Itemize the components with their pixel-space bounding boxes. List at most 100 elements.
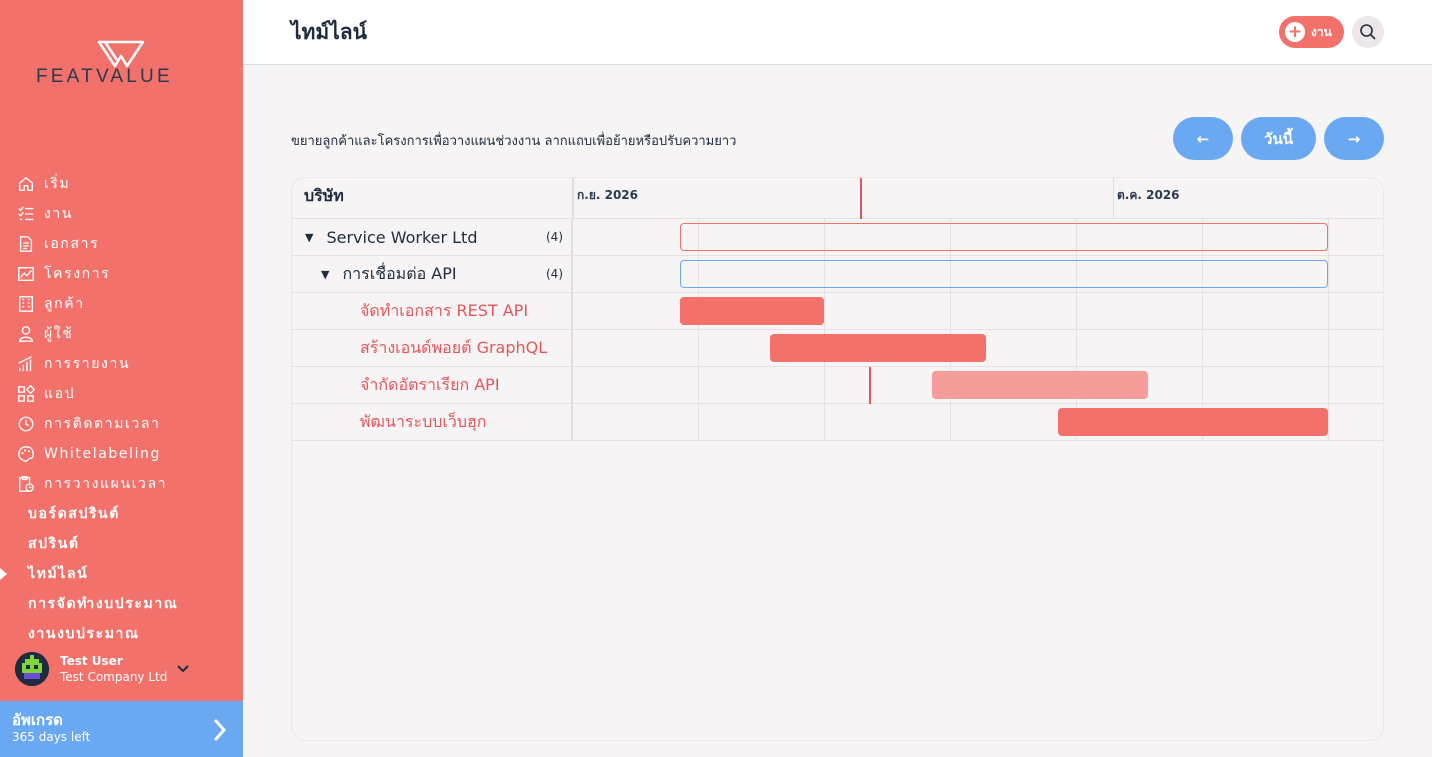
today-button[interactable]: วันนี้ (1241, 117, 1316, 160)
add-task-label: งาน (1311, 24, 1332, 39)
today-line (869, 367, 871, 404)
sidebar-subitem-label: ไทม์ไลน์ (28, 566, 89, 582)
month-divider (1113, 178, 1114, 219)
gantt-row: สร้างเอนด์พอยต์ GraphQL (292, 330, 1383, 367)
task-name: จำกัดอัตราเรียก API (360, 374, 500, 394)
project-name: การเชื่อมต่อ API (342, 263, 457, 283)
chevron-down-icon[interactable] (175, 661, 191, 677)
upgrade-banner[interactable]: อัพเกรด 365 days left (0, 701, 243, 757)
grid-line (1328, 256, 1329, 293)
sidebar-item-label: การติดตามเวลา (44, 416, 161, 432)
tasks-icon (16, 204, 36, 224)
client-row-label[interactable]: ▼ Service Worker Ltd (4) (292, 219, 573, 255)
task-row-label[interactable]: สร้างเอนด์พอยต์ GraphQL (292, 330, 573, 366)
sidebar-subitem-sprint-board[interactable]: บอร์ดสปรินต์ (0, 499, 243, 529)
today-marker (860, 178, 862, 219)
task-row-label[interactable]: จัดทำเอกสาร REST API (292, 293, 573, 329)
gantt-header: บริษัท ก.ย. 2026 ต.ค. 2026 (292, 178, 1383, 219)
grid-line (1202, 219, 1203, 256)
task-name: จัดทำเอกสาร REST API (360, 300, 529, 320)
featvalue-logo[interactable]: FEATVALUE (36, 40, 211, 90)
task-row-label[interactable]: พัฒนาระบบเว็บฮุก (292, 404, 573, 440)
sidebar-item-label: แอป (44, 386, 76, 402)
grid-line (698, 256, 699, 293)
grid-line (1328, 404, 1329, 441)
sidebar: FEATVALUE เริ่ม งาน เอกสาร โครงการ ลูกค้… (0, 0, 243, 757)
grid-line (1076, 330, 1077, 367)
sidebar-subitem-label: การจัดทำงบประมาณ (28, 596, 179, 612)
task-bar[interactable] (932, 371, 1148, 399)
task-row-label[interactable]: จำกัดอัตราเรียก API (292, 367, 573, 403)
month-label: ก.ย. 2026 (577, 188, 638, 202)
sidebar-subitem-label: งานงบประมาณ (28, 626, 140, 642)
grid-line (1328, 367, 1329, 404)
sidebar-subitem-sprints[interactable]: สปรินต์ (0, 529, 243, 559)
sidebar-item-whitelabeling[interactable]: Whitelabeling (0, 439, 243, 469)
add-task-button[interactable]: + งาน (1279, 16, 1344, 48)
grid-line (1076, 293, 1077, 330)
logo-text: FEATVALUE (36, 66, 173, 87)
search-button[interactable] (1352, 16, 1384, 48)
sidebar-item-time-planning[interactable]: การวางแผนเวลา (0, 469, 243, 499)
client-span-bar[interactable] (680, 223, 1328, 251)
sidebar-item-label: ผู้ใช้ (44, 326, 74, 342)
sidebar-item-label: เอกสาร (44, 236, 100, 252)
sidebar-item-users[interactable]: ผู้ใช้ (0, 319, 243, 349)
task-bar[interactable] (680, 297, 824, 325)
sidebar-item-label: ลูกค้า (44, 296, 85, 312)
palette-icon (16, 444, 36, 464)
grid-line (1076, 256, 1077, 293)
sidebar-item-label: เริ่ม (44, 176, 71, 192)
row-count: (4) (546, 230, 563, 244)
sidebar-item-time-tracking[interactable]: การติดตามเวลา (0, 409, 243, 439)
upgrade-title: อัพเกรด (12, 711, 63, 729)
user-company: Test Company Ltd (60, 670, 168, 684)
grid-line (950, 256, 951, 293)
home-icon (16, 174, 36, 194)
task-bar[interactable] (770, 334, 986, 362)
project-row-label[interactable]: ▼ การเชื่อมต่อ API (4) (292, 256, 573, 292)
sidebar-subitem-budget-tasks[interactable]: งานงบประมาณ (0, 619, 243, 649)
grid-line (950, 404, 951, 441)
grid-line (1328, 219, 1329, 256)
grid-line (1202, 330, 1203, 367)
collapse-triangle-icon[interactable]: ▼ (305, 230, 314, 244)
month-divider (573, 178, 574, 219)
main-nav: เริ่ม งาน เอกสาร โครงการ ลูกค้า ผู้ใช้ ก… (0, 169, 243, 649)
chart-icon (16, 354, 36, 374)
sidebar-item-label: โครงการ (44, 266, 111, 282)
timeline-description: ขยายลูกค้าและโครงการเพื่อวางแผนช่วงงาน ล… (291, 134, 737, 149)
grid-line (1328, 293, 1329, 330)
sidebar-subitem-budgeting[interactable]: การจัดทำงบประมาณ (0, 589, 243, 619)
search-icon (1360, 24, 1376, 40)
gantt-row: ▼ Service Worker Ltd (4) (292, 219, 1383, 256)
user-icon (16, 324, 36, 344)
user-name: Test User (60, 654, 123, 668)
sidebar-item-start[interactable]: เริ่ม (0, 169, 243, 199)
user-menu[interactable]: Test User Test Company Ltd (15, 651, 230, 687)
building-icon (16, 294, 36, 314)
project-span-bar[interactable] (680, 260, 1328, 288)
task-name: สร้างเอนด์พอยต์ GraphQL (360, 337, 548, 357)
task-bar[interactable] (1058, 408, 1328, 436)
sidebar-item-documents[interactable]: เอกสาร (0, 229, 243, 259)
collapse-triangle-icon[interactable]: ▼ (321, 267, 330, 281)
next-period-button[interactable]: → (1324, 117, 1384, 160)
grid-line (698, 404, 699, 441)
sidebar-item-label: การรายงาน (44, 356, 131, 372)
timeline-gantt: บริษัท ก.ย. 2026 ต.ค. 2026 ▼ Service Wor… (291, 177, 1384, 741)
plus-icon: + (1285, 22, 1305, 42)
sidebar-item-apps[interactable]: แอป (0, 379, 243, 409)
planning-icon (16, 474, 36, 494)
grid-line (824, 367, 825, 404)
previous-period-button[interactable]: ← (1173, 117, 1233, 160)
sidebar-subitem-timeline[interactable]: ไทม์ไลน์ (0, 559, 243, 589)
page-title: ไทม์ไลน์ (291, 20, 368, 44)
sidebar-subitem-label: บอร์ดสปรินต์ (28, 506, 120, 522)
sidebar-item-clients[interactable]: ลูกค้า (0, 289, 243, 319)
chevron-right-icon (214, 719, 227, 741)
sidebar-item-reports[interactable]: การรายงาน (0, 349, 243, 379)
sidebar-subitem-label: สปรินต์ (28, 536, 80, 552)
sidebar-item-projects[interactable]: โครงการ (0, 259, 243, 289)
sidebar-item-tasks[interactable]: งาน (0, 199, 243, 229)
